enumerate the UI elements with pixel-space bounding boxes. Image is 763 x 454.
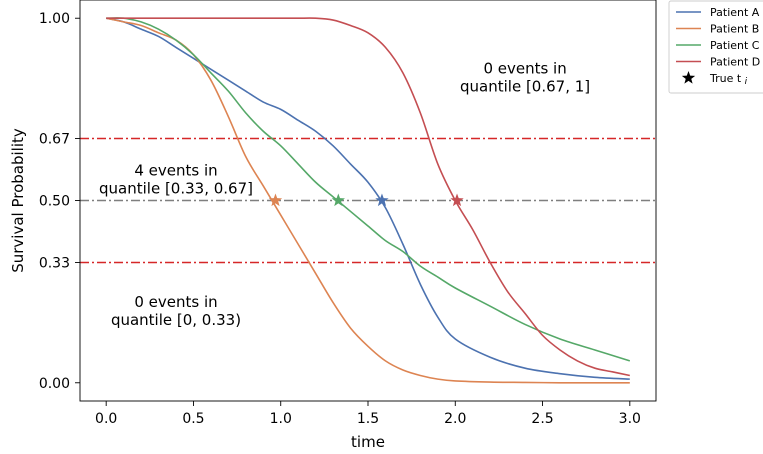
annotation-line2: quantile [0.33, 0.67] — [99, 180, 253, 198]
legend-label-text: Patient A — [710, 6, 760, 19]
legend-frame — [668, 0, 763, 94]
true-time-marker-patient-d — [450, 193, 464, 207]
series-line-patient-c — [106, 17, 631, 362]
y-tick-label: 0.67 — [39, 132, 70, 148]
reference-lines — [80, 137, 656, 264]
annotation-line1: 0 events in — [483, 60, 566, 78]
series-lines — [106, 17, 631, 384]
x-tick-label: 2.5 — [531, 411, 553, 427]
legend: Patient A Patient B Patient C Patient D True… — [668, 0, 763, 94]
annotation-line1: 0 events in — [134, 293, 217, 311]
series-line-patient-d — [106, 17, 630, 377]
legend-label-text: Patient D — [710, 56, 760, 69]
y-tick-label: 0.00 — [39, 376, 70, 392]
legend-label-text: True t — [709, 72, 745, 85]
y-axis-label: Survival Probability — [9, 128, 27, 273]
x-tick-label: 0.0 — [95, 411, 117, 427]
legend-label: Patient D — [710, 56, 760, 69]
x-axis-label: time — [351, 433, 385, 451]
y-tick-label: 0.50 — [39, 194, 70, 210]
true-time-markers — [268, 193, 464, 207]
legend-label: Patient C — [710, 39, 760, 52]
x-tick-label: 2.0 — [444, 411, 466, 427]
legend-label: Patient A — [710, 6, 760, 19]
y-tick-label: 1.00 — [39, 11, 70, 27]
true-time-marker-patient-a — [375, 193, 389, 207]
y-tick-label: 0.33 — [39, 255, 70, 271]
series-line-patient-a — [106, 17, 630, 380]
y-axis-ticks: 0.00 0.33 0.50 0.67 1.00 — [39, 11, 80, 392]
x-tick-label: 0.5 — [182, 411, 204, 427]
x-tick-label: 1.0 — [270, 411, 292, 427]
legend-label: True t i — [709, 72, 748, 87]
legend-label-subscript: i — [745, 77, 748, 87]
x-tick-label: 3.0 — [619, 411, 641, 427]
annotation-line2: quantile [0.67, 1] — [460, 78, 590, 96]
true-time-marker-patient-b — [268, 193, 283, 207]
legend-star-icon — [681, 71, 696, 84]
legend-label: Patient B — [710, 23, 759, 36]
x-axis-ticks: 0.0 0.5 1.0 1.5 2.0 2.5 3.0 — [95, 401, 641, 427]
legend-label-text: Patient B — [710, 23, 759, 36]
true-time-marker-patient-c — [331, 193, 345, 207]
annotation-line1: 4 events in — [134, 162, 217, 180]
legend-label-text: Patient C — [710, 39, 760, 52]
x-tick-label: 1.5 — [357, 411, 379, 427]
annotation-line2: quantile [0, 0.33) — [111, 311, 241, 329]
